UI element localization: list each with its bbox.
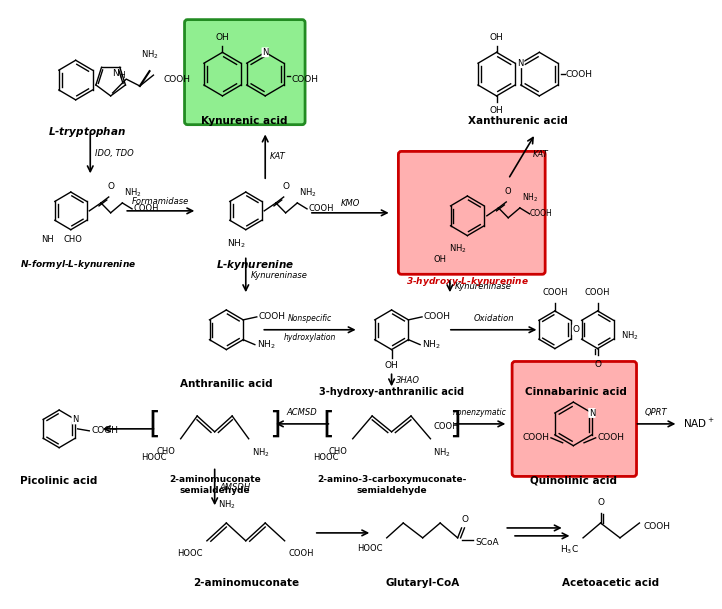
Text: O: O xyxy=(505,187,511,196)
Text: Kynureninase: Kynureninase xyxy=(251,271,308,280)
Text: KAT: KAT xyxy=(533,150,548,159)
Text: COOH: COOH xyxy=(258,312,286,322)
Text: 3-hydroxy-$\bfit{L}$-kynurenine: 3-hydroxy-$\bfit{L}$-kynurenine xyxy=(406,275,529,288)
Text: $\bfit{L}$-tryptophan: $\bfit{L}$-tryptophan xyxy=(48,125,126,139)
Text: Formamidase: Formamidase xyxy=(132,197,189,206)
Text: NH$_2$: NH$_2$ xyxy=(522,192,538,204)
Text: KMO: KMO xyxy=(341,199,360,208)
Text: 3-hydroxy-anthranilic acid: 3-hydroxy-anthranilic acid xyxy=(319,387,464,397)
Text: nonenzymatic: nonenzymatic xyxy=(453,408,507,417)
Text: hydroxylation: hydroxylation xyxy=(284,333,336,342)
Text: COOH: COOH xyxy=(598,434,625,442)
Text: NH$_2$: NH$_2$ xyxy=(227,237,246,250)
Text: NH$_2$: NH$_2$ xyxy=(449,243,466,255)
Text: ACMSD: ACMSD xyxy=(287,408,318,417)
Text: HOOC: HOOC xyxy=(357,544,383,553)
Text: $\bfit{L}$-kynurenine: $\bfit{L}$-kynurenine xyxy=(217,258,295,272)
Text: KAT: KAT xyxy=(270,152,286,161)
Text: COOH: COOH xyxy=(289,549,314,558)
FancyBboxPatch shape xyxy=(512,362,637,476)
Text: Glutaryl-CoA: Glutaryl-CoA xyxy=(386,579,460,588)
Text: COOH: COOH xyxy=(433,423,459,431)
Text: 2-amino-3-carboxymuconate-
semialdehyde: 2-amino-3-carboxymuconate- semialdehyde xyxy=(317,476,466,495)
Text: OH: OH xyxy=(385,362,399,370)
Text: AMSDH: AMSDH xyxy=(219,483,251,492)
Text: OH: OH xyxy=(490,33,503,43)
Text: NH$_2$: NH$_2$ xyxy=(141,49,158,62)
Text: NH$_2$: NH$_2$ xyxy=(251,446,269,459)
Text: O: O xyxy=(107,182,114,191)
Text: N: N xyxy=(262,48,269,57)
FancyBboxPatch shape xyxy=(185,19,305,125)
Text: NH$_2$: NH$_2$ xyxy=(257,339,275,351)
Text: COOH: COOH xyxy=(522,434,549,442)
Text: COOH: COOH xyxy=(530,209,552,219)
Text: H$_3$C: H$_3$C xyxy=(560,544,579,556)
Text: ]: ] xyxy=(269,409,281,438)
Text: SCoA: SCoA xyxy=(475,538,499,547)
Text: COOH: COOH xyxy=(163,74,190,83)
Text: HOOC: HOOC xyxy=(142,452,167,462)
Text: CHO: CHO xyxy=(329,446,348,456)
Text: OH: OH xyxy=(490,106,503,115)
Text: NH$_2$: NH$_2$ xyxy=(217,499,235,511)
FancyBboxPatch shape xyxy=(399,152,545,274)
Text: COOH: COOH xyxy=(585,288,610,297)
Text: NH$_2$: NH$_2$ xyxy=(433,446,451,459)
Text: COOH: COOH xyxy=(309,205,334,213)
Text: O: O xyxy=(597,498,604,507)
Text: Quinolinic acid: Quinolinic acid xyxy=(530,476,617,485)
Text: COOH: COOH xyxy=(424,312,451,322)
Text: N: N xyxy=(518,58,524,68)
Text: OH: OH xyxy=(216,33,230,43)
Text: COOH: COOH xyxy=(134,205,160,213)
Text: CHO: CHO xyxy=(157,446,175,456)
Text: O: O xyxy=(573,325,580,334)
Text: COOH: COOH xyxy=(643,523,670,532)
Text: N: N xyxy=(588,409,595,418)
Text: 2-aminomuconate
semialdehyde: 2-aminomuconate semialdehyde xyxy=(169,476,261,495)
Text: H: H xyxy=(119,71,125,80)
Text: Nonspecific: Nonspecific xyxy=(288,314,332,323)
Text: [: [ xyxy=(148,409,160,438)
Text: Anthranilic acid: Anthranilic acid xyxy=(180,379,273,389)
Text: N: N xyxy=(72,415,78,424)
Text: QPRT: QPRT xyxy=(645,408,667,417)
Text: Picolinic acid: Picolinic acid xyxy=(20,476,98,487)
Text: Xanthurenic acid: Xanthurenic acid xyxy=(468,116,568,125)
Text: COOH: COOH xyxy=(292,74,318,83)
Text: Kynurenic acid: Kynurenic acid xyxy=(201,116,287,125)
Text: IDO, TDO: IDO, TDO xyxy=(95,149,134,158)
Text: COOH: COOH xyxy=(91,426,118,435)
Text: N: N xyxy=(112,69,119,78)
Text: HOOC: HOOC xyxy=(178,549,203,558)
Text: OH: OH xyxy=(434,255,447,264)
Text: Cinnabarinic acid: Cinnabarinic acid xyxy=(526,387,627,397)
Text: 2-aminomuconate: 2-aminomuconate xyxy=(193,579,299,588)
Text: NAD$^+$: NAD$^+$ xyxy=(683,417,715,431)
Text: Kynureninase: Kynureninase xyxy=(455,282,512,291)
Text: COOH: COOH xyxy=(565,69,593,79)
Text: NH$_2$: NH$_2$ xyxy=(299,187,317,199)
Text: O: O xyxy=(461,515,469,524)
Text: O: O xyxy=(282,182,289,191)
Text: Acetoacetic acid: Acetoacetic acid xyxy=(562,579,659,588)
Text: ]: ] xyxy=(449,409,461,438)
Text: Oxidation: Oxidation xyxy=(474,314,514,323)
Text: HOOC: HOOC xyxy=(313,452,339,462)
Text: NH: NH xyxy=(41,235,54,244)
Text: NH$_2$: NH$_2$ xyxy=(124,187,142,199)
Text: COOH: COOH xyxy=(542,288,567,297)
Text: CHO: CHO xyxy=(64,235,82,244)
Text: $\bfit{N}$-formyl-$\bfit{L}$-kynurenine: $\bfit{N}$-formyl-$\bfit{L}$-kynurenine xyxy=(20,258,136,272)
Text: NH$_2$: NH$_2$ xyxy=(422,339,440,351)
Text: 3HAO: 3HAO xyxy=(396,376,420,385)
Text: NH$_2$: NH$_2$ xyxy=(621,329,638,342)
Text: [: [ xyxy=(322,409,334,438)
Text: O: O xyxy=(594,361,601,370)
